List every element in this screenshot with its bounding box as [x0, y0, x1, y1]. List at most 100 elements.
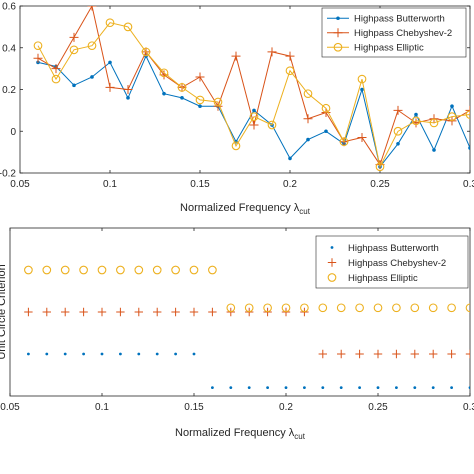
data-point [358, 386, 361, 389]
top-chart: 0.05 0.1 0.15 0.2 0.25 0.3 -0.2 0 0.2 0.4 0.6 Norma… [0, 2, 474, 217]
data-point [90, 75, 94, 79]
data-point [69, 32, 79, 42]
data-point [27, 352, 30, 356]
data-point [226, 303, 236, 313]
data-point [51, 64, 61, 74]
data-point [195, 95, 205, 105]
data-point [87, 41, 97, 51]
data-point [300, 303, 309, 313]
data-point [231, 51, 241, 61]
data-point [105, 18, 115, 28]
data-point [231, 141, 241, 151]
series-circle [33, 18, 470, 172]
data-point [339, 386, 343, 389]
legend-marker [333, 42, 343, 52]
x-tick-label: 0.2 [279, 402, 293, 413]
legend-entry: Highpass Elliptic [348, 273, 418, 284]
data-point [266, 386, 269, 389]
data-point [373, 349, 383, 359]
legend-marker [336, 16, 340, 21]
data-point [171, 265, 180, 275]
data-point [247, 386, 251, 389]
data-point [208, 307, 217, 317]
data-point [447, 303, 456, 313]
data-point [375, 162, 385, 172]
data-point [171, 307, 180, 317]
data-point [468, 146, 470, 150]
data-point [413, 386, 417, 389]
legend-marker [327, 273, 337, 282]
data-point [318, 349, 327, 359]
data-point [373, 303, 383, 313]
data-point [393, 105, 403, 115]
data-point [24, 265, 33, 275]
x-tick-label: 0.1 [103, 179, 117, 190]
data-point [249, 120, 259, 130]
series-layer [24, 265, 470, 389]
data-point [447, 112, 457, 121]
legend-marker [330, 246, 334, 249]
data-point [428, 303, 438, 313]
data-point [465, 110, 470, 119]
x-tick-label: 0.1 [95, 402, 109, 413]
legend-entry: Highpass Chebyshev-2 [348, 258, 446, 269]
data-point [60, 265, 70, 275]
x-tick-label: 0.2 [283, 179, 297, 190]
data-point [249, 112, 259, 121]
data-point [357, 133, 367, 143]
data-point [192, 352, 196, 356]
series-dot [27, 352, 470, 389]
x-tick-label: 0.25 [368, 402, 388, 413]
data-point [285, 51, 295, 61]
data-point [303, 114, 313, 124]
x-tick-label: 0.25 [370, 179, 390, 190]
data-point [396, 141, 400, 146]
y-tick-label: 0.2 [2, 85, 16, 96]
y-tick-label: 0.6 [2, 2, 16, 13]
data-point [126, 96, 130, 100]
x-tick-label: 0.15 [190, 179, 210, 190]
data-point [285, 66, 295, 76]
data-point [339, 137, 349, 147]
data-point [411, 116, 421, 126]
data-point [116, 265, 125, 275]
data-point [303, 89, 313, 99]
data-point [267, 47, 277, 57]
data-point [321, 103, 331, 113]
data-point [79, 307, 88, 317]
data-point [153, 307, 162, 317]
y-tick-label: 0 [10, 127, 16, 138]
data-point [318, 303, 328, 313]
data-point [393, 126, 403, 136]
data-point [429, 118, 439, 128]
data-point [79, 265, 88, 275]
data-point [123, 85, 133, 94]
data-point [410, 349, 419, 359]
data-point [450, 104, 454, 108]
data-point [42, 307, 51, 317]
data-point [152, 265, 162, 275]
data-point [24, 307, 33, 317]
data-point [303, 386, 306, 389]
data-point [162, 91, 166, 96]
data-point [174, 352, 178, 356]
data-point [159, 68, 169, 78]
data-point [229, 386, 233, 389]
data-point [465, 303, 470, 313]
data-point [82, 352, 85, 356]
data-point [355, 349, 364, 359]
legend-entry: Highpass Butterworth [348, 243, 439, 254]
series-line [37, 22, 470, 169]
data-point [410, 303, 420, 313]
data-point [97, 307, 107, 317]
data-point [213, 97, 223, 107]
series-layer [33, 6, 470, 172]
data-point [33, 41, 43, 51]
data-point [465, 105, 470, 115]
data-point [33, 53, 43, 63]
data-point [447, 349, 456, 359]
data-point [357, 74, 367, 84]
y-axis-label: Unit Circle Criterion [0, 264, 8, 359]
data-point [281, 303, 291, 313]
